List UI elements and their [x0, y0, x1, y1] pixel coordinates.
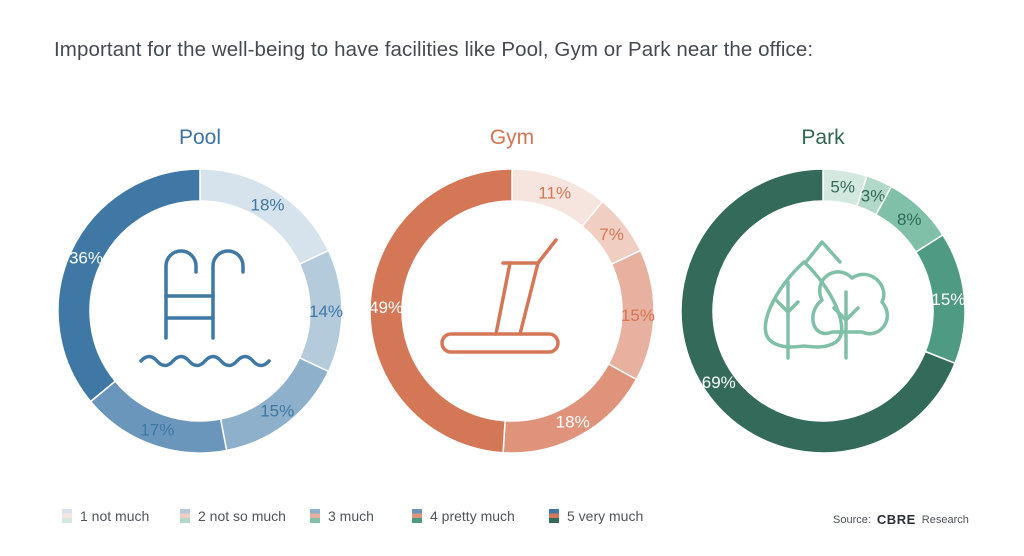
- legend-label: 3 much: [328, 508, 374, 524]
- source-credit: Source: CBRE Research: [833, 512, 969, 527]
- pool-label-5: 36%: [69, 248, 103, 267]
- gym-label-3: 15%: [621, 306, 655, 325]
- pool-ladder-icon: [139, 249, 271, 368]
- park-label-3: 8%: [897, 210, 922, 229]
- legend-label: 1 not much: [80, 508, 150, 524]
- gym-label-4: 18%: [556, 412, 590, 431]
- legend-item-5: 5 very much: [549, 508, 669, 524]
- legend-swatch-4: [412, 509, 422, 523]
- park-label-4: 15%: [931, 290, 965, 309]
- legend-item-1: 1 not much: [62, 508, 180, 524]
- park-label-5: 69%: [702, 373, 736, 392]
- donut-pool: 18% 14% 15% 17% 36%: [57, 168, 343, 454]
- gym-slice-5: [369, 168, 513, 454]
- legend-item-2: 2 not so much: [180, 508, 310, 524]
- park-slice-5: [680, 168, 957, 454]
- page-title: Important for the well-being to have fac…: [54, 38, 814, 61]
- source-suffix: Research: [921, 513, 969, 526]
- legend: 1 not much 2 not so much 3 much 4 pretty…: [62, 508, 669, 524]
- treadmill-icon: [440, 238, 560, 354]
- legend-label: 4 pretty much: [430, 508, 515, 524]
- chart-title-park: Park: [801, 126, 845, 149]
- legend-swatch-2: [180, 509, 190, 523]
- pool-slice-4: [89, 380, 228, 454]
- gym-label-2: 7%: [599, 225, 624, 244]
- pool-label-2: 14%: [309, 302, 343, 321]
- pool-label-4: 17%: [140, 421, 174, 440]
- donut-gym: 11% 7% 15% 18% 49%: [369, 168, 655, 454]
- legend-label: 5 very much: [567, 508, 644, 524]
- chart-title-gym: Gym: [489, 126, 535, 149]
- cbre-logo: CBRE: [876, 512, 916, 527]
- chart-title-pool: Pool: [178, 126, 222, 149]
- legend-item-4: 4 pretty much: [412, 508, 549, 524]
- legend-label: 2 not so much: [198, 508, 286, 524]
- legend-swatch-1: [62, 509, 72, 523]
- pool-label-3: 15%: [260, 402, 294, 421]
- gym-slice-4: [502, 362, 638, 454]
- legend-swatch-5: [549, 509, 559, 523]
- gym-label-5: 49%: [369, 298, 403, 317]
- park-label-2: 3%: [861, 186, 886, 205]
- legend-item-3: 3 much: [310, 508, 412, 524]
- pool-slice-5: [57, 168, 201, 403]
- legend-swatch-3: [310, 509, 320, 523]
- donut-park: 5% 3% 8% 15% 69%: [680, 168, 966, 454]
- gym-label-1: 11%: [538, 183, 571, 202]
- source-prefix: Source:: [833, 513, 871, 526]
- pool-slice-1: [199, 168, 330, 266]
- trees-icon: [763, 240, 889, 360]
- pool-label-1: 18%: [250, 196, 284, 215]
- park-label-1: 5%: [830, 178, 855, 197]
